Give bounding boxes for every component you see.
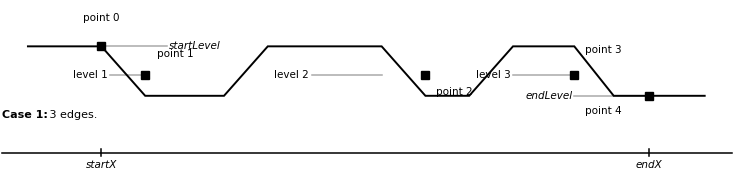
Text: point 0: point 0 bbox=[83, 13, 119, 23]
Text: endLevel: endLevel bbox=[525, 91, 573, 101]
Text: level 1: level 1 bbox=[73, 70, 108, 80]
Text: level 2: level 2 bbox=[274, 70, 309, 80]
Text: level 3: level 3 bbox=[475, 70, 510, 80]
Text: startX: startX bbox=[85, 160, 117, 170]
Text: point 3: point 3 bbox=[584, 45, 621, 55]
Text: startLevel: startLevel bbox=[169, 41, 220, 51]
Text: point 4: point 4 bbox=[584, 106, 621, 116]
Text: point 2: point 2 bbox=[436, 87, 472, 97]
Text: point 1: point 1 bbox=[156, 49, 193, 59]
Text: 3 edges.: 3 edges. bbox=[46, 110, 97, 120]
Text: Case 1:: Case 1: bbox=[2, 110, 49, 120]
Text: endX: endX bbox=[635, 160, 662, 170]
